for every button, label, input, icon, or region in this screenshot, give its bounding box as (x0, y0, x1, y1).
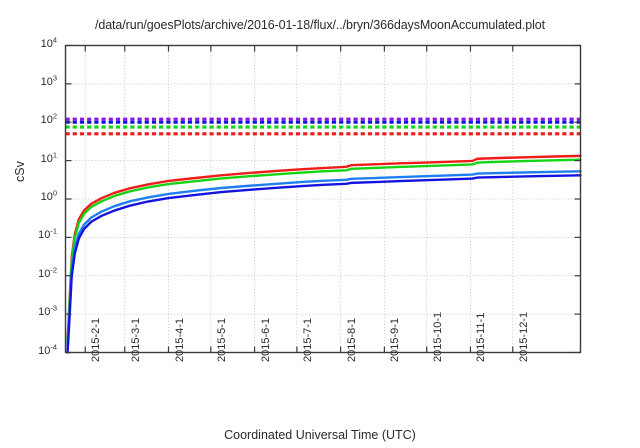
data-series (66, 154, 582, 354)
x-axis-label: Coordinated Universal Time (UTC) (224, 428, 416, 442)
axis-tick-marks (65, 44, 581, 354)
page-title: /data/run/goesPlots/archive/2016-01-18/f… (94, 18, 545, 32)
threshold-lines (65, 117, 581, 136)
y-tick-label: 100 (40, 188, 57, 203)
y-tick-label: 10-1 (38, 226, 57, 242)
y-tick-label: 104 (40, 34, 57, 50)
accumulated-dose-light-blue (66, 170, 582, 351)
y-tick-label: 10-4 (38, 341, 57, 357)
y-tick-label: 103 (40, 73, 57, 88)
y-tick-label: 10-2 (38, 265, 57, 280)
accumulated-dose-green (66, 158, 582, 344)
grid-lines (65, 45, 581, 353)
y-tick-label: 102 (40, 111, 57, 127)
accumulated-dose-red (66, 154, 582, 343)
y-tick-label: 10-3 (38, 303, 57, 319)
y-tick-label: 101 (40, 149, 57, 165)
accumulated-dose-dark-blue (66, 174, 582, 354)
